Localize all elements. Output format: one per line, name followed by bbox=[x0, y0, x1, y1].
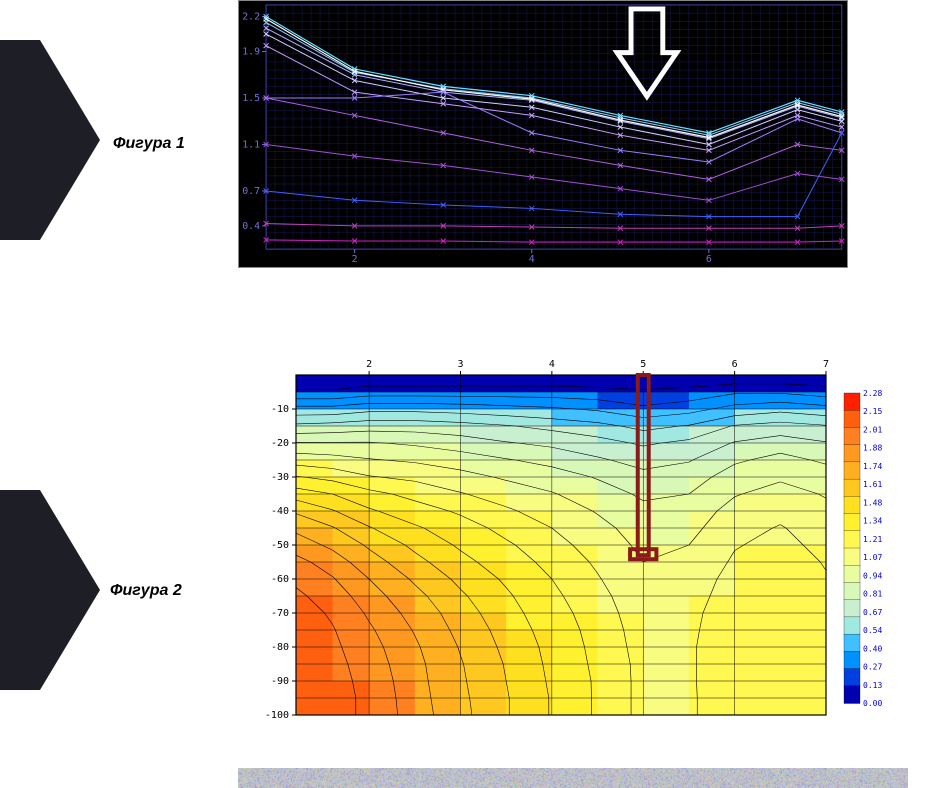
svg-text:1.9: 1.9 bbox=[242, 46, 260, 57]
svg-text:0.81: 0.81 bbox=[863, 590, 882, 599]
svg-text:0.4: 0.4 bbox=[242, 221, 260, 232]
svg-text:2.15: 2.15 bbox=[863, 407, 882, 416]
svg-text:2: 2 bbox=[352, 254, 358, 265]
noise-strip bbox=[238, 768, 908, 788]
svg-text:1.74: 1.74 bbox=[863, 462, 882, 471]
svg-text:-10: -10 bbox=[271, 404, 289, 415]
svg-text:-30: -30 bbox=[271, 472, 289, 483]
svg-text:0.54: 0.54 bbox=[863, 626, 882, 635]
chart-1-container: 2 4 6 0.4 0.7 1.1 1.5 1.9 2.2 bbox=[238, 0, 848, 268]
svg-text:1.1: 1.1 bbox=[242, 139, 260, 150]
chevron-shape bbox=[0, 490, 100, 690]
svg-text:4: 4 bbox=[549, 359, 555, 370]
svg-text:-40: -40 bbox=[271, 506, 289, 517]
svg-text:7: 7 bbox=[823, 359, 829, 370]
svg-text:-80: -80 bbox=[271, 642, 289, 653]
svg-text:0.13: 0.13 bbox=[863, 681, 882, 690]
svg-text:4: 4 bbox=[529, 254, 535, 265]
svg-text:-100: -100 bbox=[265, 710, 289, 721]
svg-text:0.40: 0.40 bbox=[863, 644, 882, 653]
svg-text:3: 3 bbox=[457, 359, 463, 370]
svg-text:1.88: 1.88 bbox=[863, 444, 882, 453]
svg-text:6: 6 bbox=[732, 359, 738, 370]
chevron-2 bbox=[0, 490, 100, 690]
svg-text:0.94: 0.94 bbox=[863, 571, 882, 580]
chart-2: 2 3 4 5 6 7 -10 -20 -30 -40 -50 -60 -70 -80 -90 -100 2.2… bbox=[238, 353, 908, 733]
svg-text:-50: -50 bbox=[271, 540, 289, 551]
svg-text:5: 5 bbox=[640, 359, 646, 370]
chart-2-container: 2 3 4 5 6 7 -10 -20 -30 -40 -50 -60 -70 -80 -90 -100 2.2… bbox=[238, 353, 908, 733]
figure-1-label: Фигура 1 bbox=[113, 135, 185, 153]
chevron-shape bbox=[0, 40, 100, 240]
svg-text:-70: -70 bbox=[271, 608, 289, 619]
svg-text:2.01: 2.01 bbox=[863, 425, 882, 434]
chevron-1 bbox=[0, 40, 100, 240]
svg-text:0.7: 0.7 bbox=[242, 186, 260, 197]
svg-text:0.27: 0.27 bbox=[863, 663, 882, 672]
svg-text:2.2: 2.2 bbox=[242, 12, 260, 23]
svg-text:0.00: 0.00 bbox=[863, 699, 882, 708]
svg-text:-90: -90 bbox=[271, 676, 289, 687]
svg-text:0.67: 0.67 bbox=[863, 608, 882, 617]
svg-text:1.61: 1.61 bbox=[863, 480, 882, 489]
svg-text:1.34: 1.34 bbox=[863, 517, 882, 526]
svg-text:1.07: 1.07 bbox=[863, 553, 882, 562]
svg-text:6: 6 bbox=[706, 254, 712, 265]
svg-text:2: 2 bbox=[366, 359, 372, 370]
svg-text:-20: -20 bbox=[271, 438, 289, 449]
svg-text:1.21: 1.21 bbox=[863, 535, 882, 544]
svg-text:-60: -60 bbox=[271, 574, 289, 585]
svg-text:1.5: 1.5 bbox=[242, 93, 260, 104]
svg-text:1.48: 1.48 bbox=[863, 498, 882, 507]
chart-1: 2 4 6 0.4 0.7 1.1 1.5 1.9 2.2 bbox=[239, 1, 847, 267]
svg-text:2.28: 2.28 bbox=[863, 389, 882, 398]
figure-2-label: Фигура 2 bbox=[110, 582, 182, 600]
